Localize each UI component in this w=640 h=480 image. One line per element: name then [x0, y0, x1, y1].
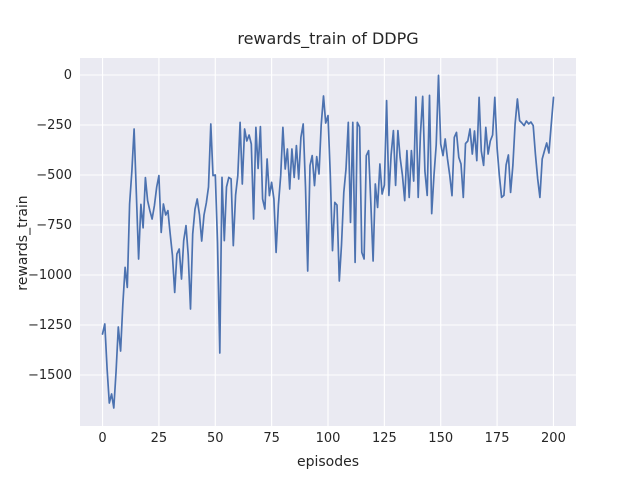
- x-tick-label: 150: [428, 431, 454, 446]
- line-chart: [80, 58, 576, 426]
- x-tick-label: 75: [263, 431, 280, 446]
- x-tick-label: 100: [315, 431, 341, 446]
- x-tick-label: 50: [206, 431, 224, 446]
- x-tick-label: 25: [150, 431, 168, 446]
- x-tick-label: 175: [484, 431, 510, 446]
- y-tick-label: 0: [63, 67, 72, 83]
- x-tick-label: 125: [371, 431, 397, 446]
- x-tick-label: 0: [98, 431, 107, 446]
- y-tick-label: −1000: [28, 267, 72, 283]
- y-tick-label: −1250: [28, 317, 72, 333]
- chart-title: rewards_train of DDPG: [237, 29, 419, 48]
- x-axis-label: episodes: [296, 454, 360, 470]
- plot-area: [80, 58, 576, 426]
- y-tick-label: −1500: [28, 367, 72, 383]
- y-tick-label: −750: [36, 217, 72, 233]
- y-axis-label: rewards_train: [15, 195, 31, 291]
- x-tick-label: 200: [541, 431, 566, 446]
- y-tick-label: −500: [36, 167, 72, 183]
- y-tick-label: −250: [36, 117, 72, 133]
- series-line: [101, 74, 555, 409]
